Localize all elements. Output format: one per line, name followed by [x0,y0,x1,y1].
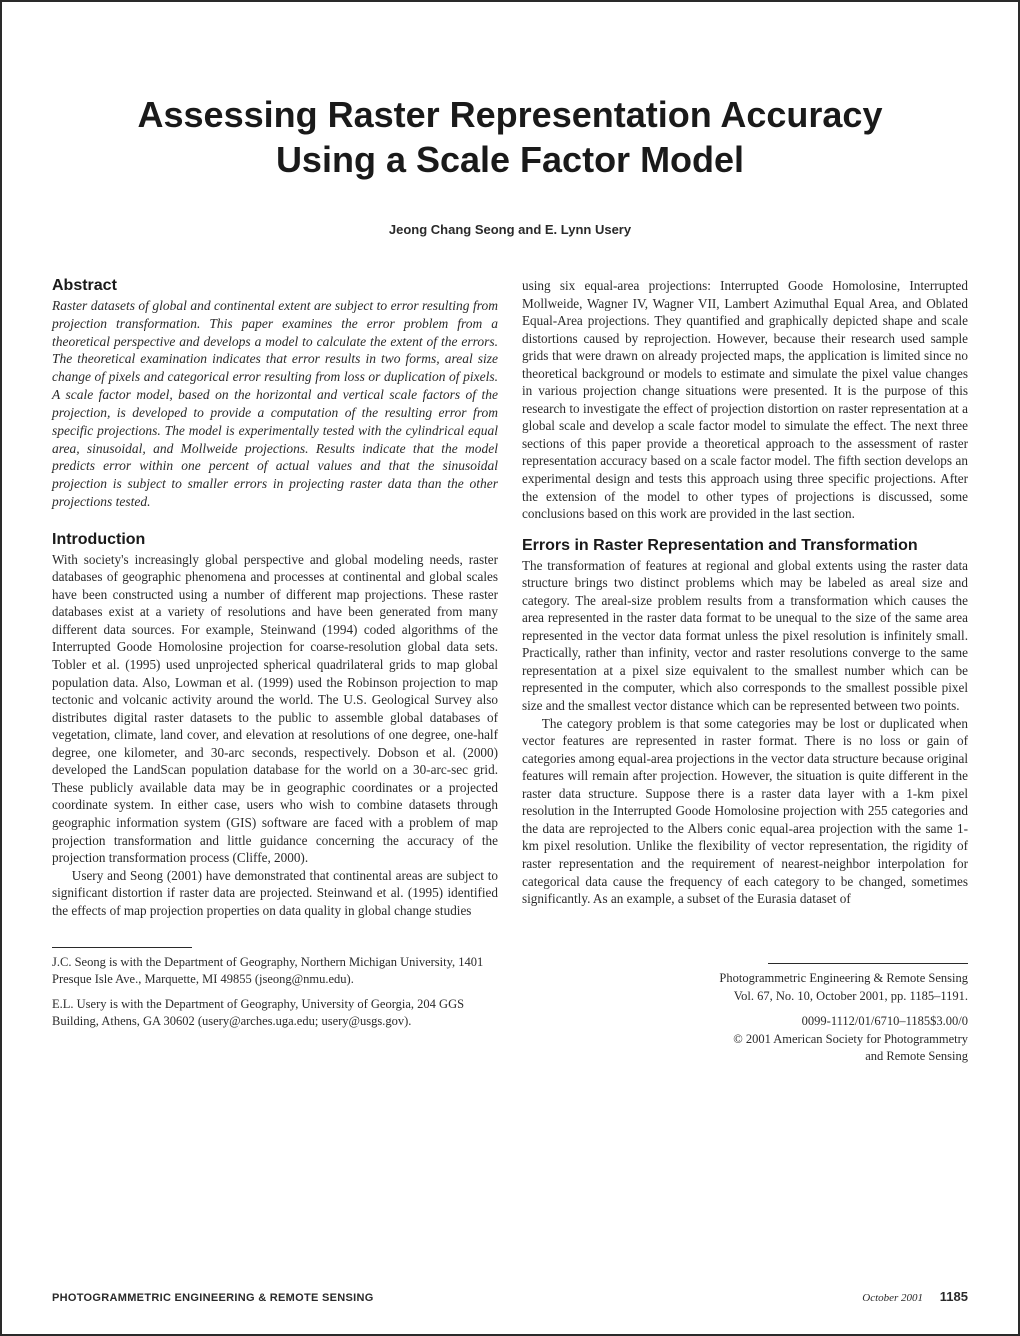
running-footer: PHOTOGRAMMETRIC ENGINEERING & REMOTE SEN… [52,1289,968,1304]
copyright-line-1: © 2001 American Society for Photogrammet… [522,1031,968,1049]
errors-paragraph-2: The category problem is that some catego… [522,715,968,908]
errors-text: The transformation of features at region… [522,557,968,908]
footnote-rule [52,947,192,948]
title-line-1: Assessing Raster Representation Accuracy [138,94,883,135]
affiliations-column: J.C. Seong is with the Department of Geo… [52,947,498,1066]
introduction-text: With society's increasingly global persp… [52,551,498,919]
footnotes-row: J.C. Seong is with the Department of Geo… [52,947,968,1066]
left-column: Abstract Raster datasets of global and c… [52,277,498,919]
errors-paragraph-1: The transformation of features at region… [522,557,968,715]
right-paragraph-1: using six equal-area projections: Interr… [522,277,968,523]
affiliation-1: J.C. Seong is with the Department of Geo… [52,954,498,988]
issn-line: 0099-1112/01/6710–1185$3.00/0 [522,1013,968,1031]
right-continuation: using six equal-area projections: Interr… [522,277,968,523]
citation-column: Photogrammetric Engineering & Remote Sen… [522,947,968,1066]
two-column-body: Abstract Raster datasets of global and c… [52,277,968,919]
footer-journal: PHOTOGRAMMETRIC ENGINEERING & REMOTE SEN… [52,1292,374,1304]
abstract-text: Raster datasets of global and continenta… [52,297,498,511]
intro-paragraph-1: With society's increasingly global persp… [52,551,498,867]
volume-line: Vol. 67, No. 10, October 2001, pp. 1185–… [522,988,968,1006]
citation-block: Photogrammetric Engineering & Remote Sen… [522,970,968,1066]
paper-title: Assessing Raster Representation Accuracy… [52,92,968,182]
introduction-heading: Introduction [52,531,498,549]
copyright-line-2: and Remote Sensing [522,1048,968,1066]
journal-name: Photogrammetric Engineering & Remote Sen… [522,970,968,988]
authors: Jeong Chang Seong and E. Lynn Usery [52,222,968,237]
footer-month: October 2001 [862,1292,923,1304]
affiliation-2: E.L. Usery is with the Department of Geo… [52,996,498,1030]
footer-right: October 2001 1185 [862,1289,968,1304]
intro-paragraph-2: Usery and Seong (2001) have demonstrated… [52,867,498,920]
citation-rule [768,963,968,964]
footer-page-number: 1185 [940,1289,968,1304]
title-line-2: Using a Scale Factor Model [276,139,744,180]
right-column: using six equal-area projections: Interr… [522,277,968,919]
errors-heading: Errors in Raster Representation and Tran… [522,537,968,555]
abstract-heading: Abstract [52,277,498,295]
